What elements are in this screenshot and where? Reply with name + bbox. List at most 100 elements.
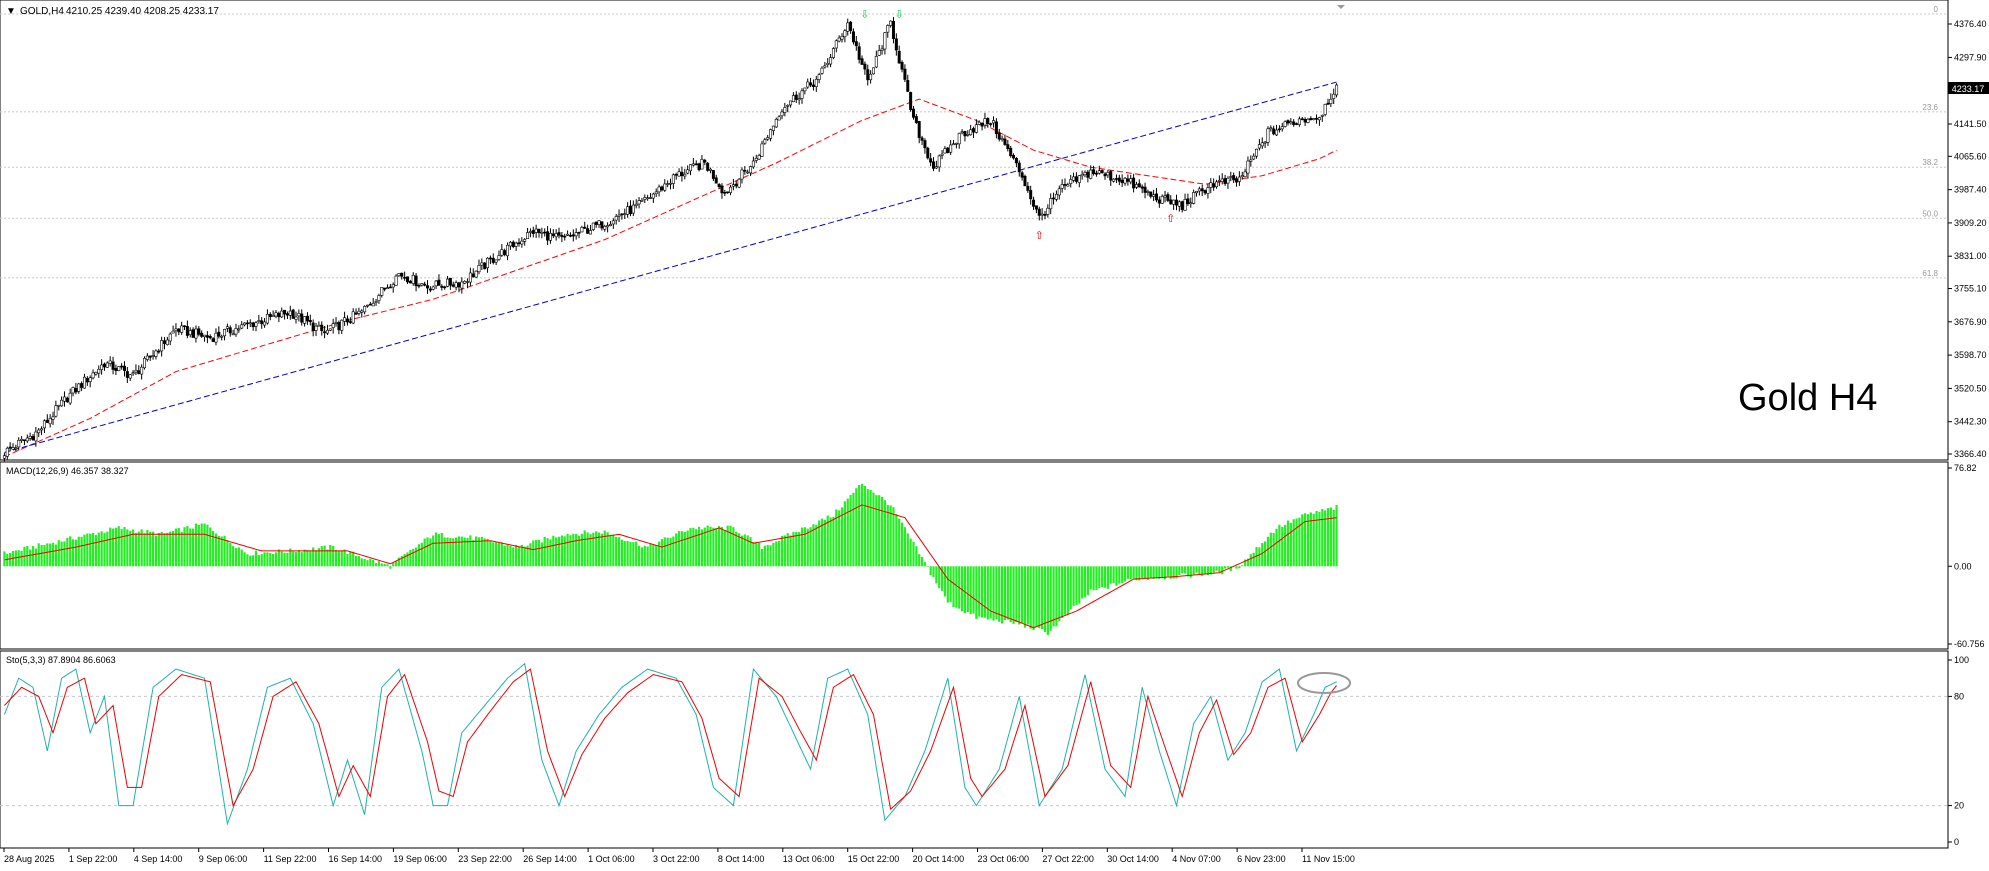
candle-body — [729, 186, 733, 193]
macd-bar — [240, 549, 243, 567]
macd-bar — [583, 530, 586, 567]
fractal-down-marker: ⇧ — [1035, 230, 1044, 242]
macd-bar — [1203, 566, 1207, 574]
macd-bar — [1083, 566, 1087, 598]
candle-body — [554, 233, 558, 238]
candle-body — [151, 355, 155, 357]
candle-body — [1180, 201, 1184, 210]
candle-body — [1149, 191, 1153, 197]
macd-bar — [569, 535, 572, 567]
macd-bar — [669, 537, 672, 567]
macd-bar — [615, 536, 618, 567]
macd-bar — [1181, 566, 1184, 574]
candle-body — [671, 174, 675, 184]
candle-body — [1072, 176, 1076, 181]
candle-body — [789, 100, 793, 106]
candle-body — [543, 231, 547, 234]
macd-bar — [546, 538, 549, 567]
macd-bar — [380, 563, 383, 567]
macd-bar — [1275, 528, 1278, 567]
candle-body — [48, 418, 52, 425]
candle-body — [1006, 144, 1010, 150]
candle-body — [1217, 180, 1221, 182]
macd-bar — [552, 535, 555, 567]
watermark-label: Gold H4 — [1738, 377, 1877, 419]
macd-bar — [735, 531, 738, 567]
candle-body — [94, 371, 98, 375]
candle-body — [800, 90, 804, 99]
candle-body — [1034, 205, 1038, 210]
macd-bar — [929, 566, 932, 576]
candle-body — [546, 231, 550, 241]
macd-bar — [1295, 518, 1298, 567]
candle-body — [860, 58, 864, 65]
macd-bar — [157, 532, 160, 567]
candle-body — [1023, 175, 1027, 187]
macd-bar — [980, 566, 984, 618]
macd-bar — [575, 533, 578, 567]
macd-bar — [326, 549, 329, 567]
candle-body — [1137, 183, 1141, 188]
macd-bar — [666, 537, 669, 567]
chart-collapse-icon[interactable]: ▼ — [6, 6, 16, 17]
candle-body — [340, 319, 344, 331]
candle-body — [1183, 199, 1187, 211]
macd-bar — [1043, 566, 1047, 633]
macd-bar — [543, 536, 546, 567]
candle-body — [228, 327, 232, 334]
macd-bar — [1252, 552, 1255, 567]
candle-body — [1232, 175, 1236, 181]
candle-body — [68, 392, 72, 404]
macd-bar — [223, 535, 226, 567]
candle-body — [1037, 208, 1041, 216]
macd-bar — [1023, 566, 1027, 628]
candle-body — [689, 164, 693, 172]
macd-bar — [723, 529, 726, 567]
macd-bar — [412, 548, 415, 567]
macd-bar — [31, 546, 35, 567]
candle-body — [257, 320, 261, 322]
candle-body — [1157, 199, 1161, 204]
macd-bar — [277, 549, 280, 567]
macd-bar — [294, 551, 298, 567]
macd-bar — [457, 536, 461, 567]
macd-bar — [1101, 566, 1104, 588]
candle-body — [763, 139, 767, 144]
fib-level-label: 0 — [1934, 5, 1939, 14]
candle-body — [271, 315, 275, 318]
macd-bar — [532, 540, 535, 567]
candle-body — [34, 431, 38, 442]
macd-bar — [29, 549, 32, 567]
macd-bar — [489, 540, 492, 567]
macd-bar — [689, 528, 692, 567]
candle-body — [25, 437, 29, 442]
candle-body — [254, 322, 258, 327]
macd-bar — [995, 566, 998, 620]
candle-body — [488, 257, 492, 260]
macd-bar — [1315, 510, 1318, 567]
candle-body — [706, 162, 710, 171]
candle-body — [774, 119, 778, 128]
macd-bar — [269, 552, 272, 567]
candle-body — [1266, 128, 1270, 143]
macd-bar — [815, 524, 818, 567]
candle-body — [1166, 194, 1170, 201]
candle-body — [580, 227, 584, 233]
chart-shift-icon[interactable] — [1337, 5, 1345, 9]
candle-body — [1300, 118, 1304, 121]
macd-bar — [183, 527, 186, 567]
time-tick-label: 27 Oct 22:00 — [1042, 854, 1094, 864]
macd-bar — [709, 526, 712, 567]
candle-body — [834, 40, 838, 49]
candle-body — [557, 232, 561, 236]
candle-body — [131, 372, 135, 375]
candle-body — [1203, 190, 1207, 194]
candle-body — [157, 350, 161, 353]
candle-body — [837, 37, 841, 42]
candle-body — [869, 73, 873, 81]
candle-body — [1306, 118, 1310, 123]
macd-bar — [60, 541, 63, 567]
macd-bar — [1266, 536, 1270, 567]
stochastic-main-path — [3, 662, 1337, 826]
macd-bar — [715, 528, 718, 567]
